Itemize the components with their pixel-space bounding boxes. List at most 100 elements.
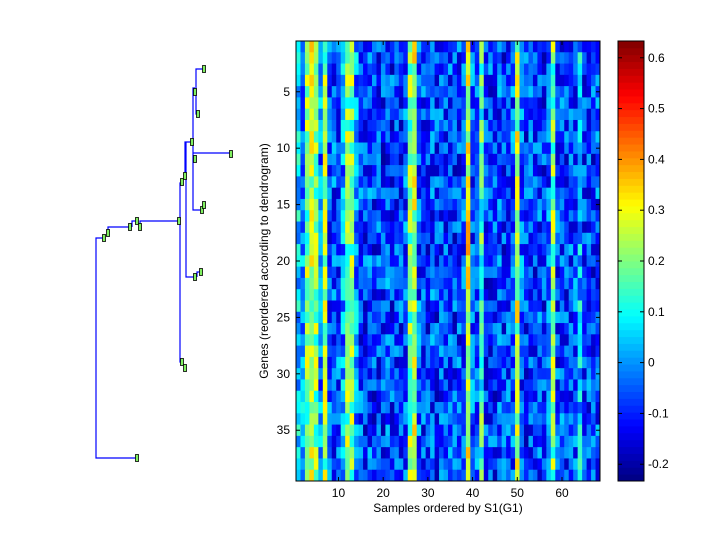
heatmap-cell [327, 165, 333, 177]
heatmap-cell [389, 300, 395, 313]
heatmap-cell [456, 97, 462, 110]
heatmap-cell [488, 232, 494, 245]
heatmap-cell [367, 390, 373, 403]
heatmap-cell [439, 300, 444, 313]
heatmap-cell [318, 74, 324, 87]
heatmap-cell [488, 97, 494, 110]
heatmap-cell [519, 187, 525, 200]
heatmap-cell [586, 221, 592, 234]
heatmap-cell [591, 52, 596, 64]
heatmap-cell [425, 413, 431, 425]
heatmap-cell [492, 41, 498, 53]
heatmap-cell [582, 368, 587, 380]
heatmap-cell [425, 210, 431, 222]
heatmap-cell [358, 142, 364, 155]
heatmap-cell [372, 232, 377, 245]
heatmap-cell [425, 435, 431, 448]
heatmap-cell [564, 266, 570, 279]
heatmap-cell [448, 232, 453, 245]
heatmap-cell [465, 323, 471, 335]
heatmap-cell [327, 119, 333, 132]
heatmap-cell [465, 86, 471, 98]
heatmap-cell [470, 119, 476, 132]
heatmap-cell [354, 131, 359, 143]
heatmap-cell [492, 311, 498, 324]
heatmap-cell [577, 413, 583, 425]
heatmap-cell [367, 210, 373, 222]
heatmap-cell [300, 368, 306, 380]
heatmap-cell [327, 379, 333, 392]
heatmap-cell [309, 447, 315, 459]
heatmap-cell [407, 356, 413, 369]
heatmap-cell [577, 277, 583, 290]
heatmap-cell [568, 300, 574, 313]
heatmap-cell [398, 300, 404, 313]
colorbar-segment [618, 82, 644, 90]
heatmap-cell [309, 277, 315, 290]
heatmap-cell [416, 187, 422, 200]
heatmap-cell [474, 108, 480, 121]
heatmap-cell [304, 277, 310, 290]
heatmap-cell [483, 108, 489, 121]
heatmap-cell [568, 255, 574, 268]
heatmap-cell [456, 131, 462, 143]
heatmap-cell [439, 469, 444, 482]
heatmap-cell [452, 86, 458, 98]
heatmap-cell [591, 41, 596, 53]
heatmap-cell [376, 86, 382, 98]
heatmap-cell [336, 210, 342, 222]
heatmap-cell [559, 153, 565, 166]
heatmap-cell [488, 153, 494, 166]
heatmap-cell [488, 187, 494, 200]
heatmap-cell [430, 356, 435, 369]
heatmap-cell [568, 447, 574, 459]
heatmap-cell [345, 232, 351, 245]
heatmap-cell [425, 244, 431, 256]
heatmap-cell [586, 345, 592, 358]
heatmap-cell [541, 266, 547, 279]
heatmap-cell [555, 289, 561, 301]
heatmap-cell [412, 323, 418, 335]
heatmap-cell [394, 368, 400, 380]
heatmap-cell [515, 277, 520, 290]
heatmap-cell [474, 311, 480, 324]
heatmap-cell [582, 221, 587, 234]
heatmap-cell [501, 86, 507, 98]
heatmap-cell [510, 41, 516, 53]
heatmap-cell [358, 108, 364, 121]
heatmap-cell [380, 402, 386, 414]
heatmap-cell [497, 323, 503, 335]
heatmap-cell [465, 165, 471, 177]
heatmap-cell [452, 41, 458, 53]
heatmap-cell [358, 86, 364, 98]
heatmap-cell [483, 266, 489, 279]
heatmap-cell [412, 402, 418, 414]
heatmap-cell [591, 198, 596, 211]
colorbar-segment [618, 309, 644, 317]
heatmap-cell [403, 74, 409, 87]
heatmap-cell [327, 210, 333, 222]
heatmap-cell [363, 153, 368, 166]
heatmap-cell [345, 356, 351, 369]
heatmap-cell [380, 63, 386, 76]
heatmap-cell [492, 97, 498, 110]
heatmap-cell [318, 119, 324, 132]
heatmap-cell [546, 458, 552, 471]
heatmap-cell [550, 289, 556, 301]
heatmap-cell [483, 63, 489, 76]
heatmap-cell [519, 108, 525, 121]
heatmap-cell [372, 447, 377, 459]
heatmap-cell [474, 187, 480, 200]
heatmap-cell [479, 323, 485, 335]
heatmap-cell [421, 402, 427, 414]
heatmap-cell [528, 311, 534, 324]
heatmap-cell [456, 402, 462, 414]
heatmap-cell [434, 210, 440, 222]
heatmap-cell [524, 142, 529, 155]
heatmap-cell [515, 63, 520, 76]
heatmap-cell [541, 142, 547, 155]
heatmap-cell [461, 402, 467, 414]
heatmap-cell [488, 86, 494, 98]
heatmap-cell [425, 153, 431, 166]
